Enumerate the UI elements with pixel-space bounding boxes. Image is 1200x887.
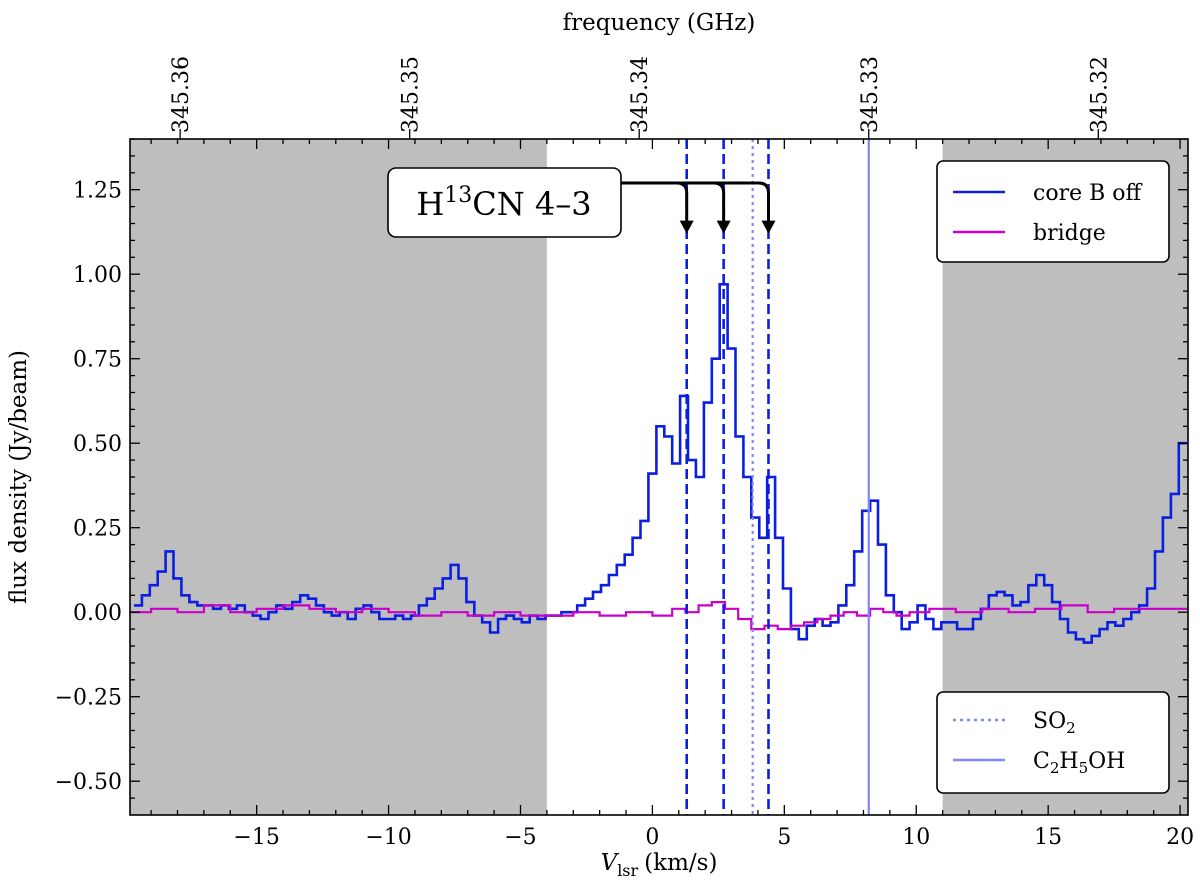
top-tick-label: 345.33 — [858, 56, 883, 133]
legend-top: core B off bridge — [936, 160, 1170, 263]
y-tick-label: 0.00 — [73, 601, 122, 626]
series-core-b-off — [134, 283, 1187, 644]
annotation-arrowhead-1 — [716, 220, 731, 234]
top-tick-label: 345.32 — [1087, 56, 1112, 133]
legend-bottom: SO2 C2H5OH — [936, 691, 1170, 794]
x-axis-title: Vlsr (km/s) — [601, 850, 718, 880]
x-tick-label: 15 — [1034, 825, 1062, 850]
legend-top-frame — [936, 160, 1170, 263]
h13cn-annotation: H13CN 4–3 — [387, 167, 776, 238]
x-axis-units: (km/s) — [644, 850, 717, 876]
annotation-box — [387, 167, 622, 238]
x-tick-label: 20 — [1166, 825, 1194, 850]
x-axis-symbol: V — [601, 850, 620, 876]
y-tick-label: 0.25 — [73, 517, 122, 542]
legend-label: SO2 — [1033, 709, 1076, 737]
x-tick-label: −15 — [233, 825, 279, 850]
top-tick-label: 345.36 — [169, 56, 194, 133]
reference-lines — [685, 139, 870, 815]
y-tick-label: 1.25 — [73, 179, 122, 204]
x-tick-label: 10 — [902, 825, 930, 850]
y-tick-label: −0.25 — [55, 686, 122, 711]
annotation-arrowhead-2 — [761, 220, 776, 234]
x-axis-subscript: lsr — [617, 861, 638, 880]
shaded-region-0 — [130, 139, 547, 815]
y-tick-label: 0.75 — [73, 348, 122, 373]
annotation-arrowhead-0 — [679, 220, 694, 234]
top-axis-title: frequency (GHz) — [563, 10, 756, 36]
top-tick-label: 345.35 — [399, 56, 424, 133]
legend-label: bridge — [1033, 221, 1106, 246]
annotation-label: H13CN 4–3 — [416, 183, 591, 223]
y-tick-label: 0.50 — [73, 432, 122, 457]
y-tick-label: −0.50 — [55, 770, 122, 795]
y-axis-title: flux density (Jy/beam) — [6, 350, 32, 604]
series-bridge — [130, 601, 1188, 631]
y-tick-label: 1.00 — [73, 263, 122, 288]
x-tick-label: 5 — [777, 825, 791, 850]
x-tick-label: 0 — [645, 825, 659, 850]
legend-bottom-frame — [936, 691, 1170, 794]
annotation-arrow-1 — [713, 181, 726, 224]
legend-label: core B off — [1033, 181, 1143, 206]
legend-label: C2H5OH — [1033, 749, 1125, 777]
annotation-arrow-0 — [676, 181, 689, 224]
axis-ticks: −15 −10 −5 0 5 10 15 20 −0.50 −0.25 0.00 0.25 0.50 0.… — [55, 56, 1195, 850]
x-tick-label: −10 — [365, 825, 411, 850]
series-layer — [130, 283, 1188, 644]
top-tick-label: 345.34 — [628, 56, 653, 133]
x-tick-label: −5 — [504, 825, 536, 850]
annotation-arrow-2 — [758, 181, 770, 224]
